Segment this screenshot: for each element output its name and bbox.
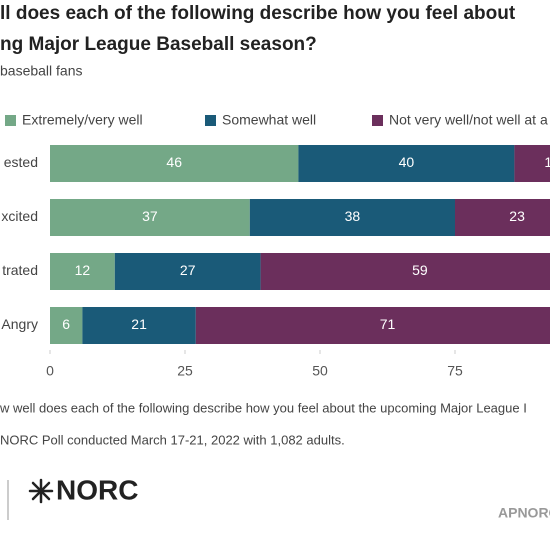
logo-star <box>28 478 54 504</box>
bar-segment <box>50 145 299 182</box>
value-label: 14 <box>544 154 550 170</box>
bar-segment <box>260 253 550 290</box>
value-label: 46 <box>166 154 182 170</box>
bar-segment <box>195 307 550 344</box>
bar-segment <box>514 145 550 182</box>
value-label: 21 <box>131 316 147 332</box>
bar-segment <box>50 199 250 236</box>
bar-segment <box>298 145 515 182</box>
legend-swatch <box>372 115 383 126</box>
chart-subtitle: baseball fans <box>0 63 83 79</box>
legend-label: Somewhat well <box>222 112 316 128</box>
bar-segment <box>249 199 455 236</box>
value-label: 23 <box>509 208 525 224</box>
legend-swatch <box>5 115 16 126</box>
logo-text: NORC <box>56 474 138 505</box>
legend-label: Not very well/not well at a <box>389 112 548 128</box>
legend-label: Extremely/very well <box>22 112 143 128</box>
legend-swatch <box>205 115 216 126</box>
value-label: 59 <box>412 262 428 278</box>
category-label: ested <box>4 154 38 170</box>
value-label: 12 <box>75 262 91 278</box>
bar-segment <box>50 253 115 290</box>
x-tick-label: 0 <box>46 363 54 379</box>
footnote: w well does each of the following descri… <box>0 400 527 415</box>
category-label: xcited <box>1 208 38 224</box>
value-label: 6 <box>62 316 70 332</box>
chart-title: ll does each of the following describe h… <box>0 3 516 24</box>
bar-segment <box>50 307 83 344</box>
value-label: 37 <box>142 208 158 224</box>
x-tick-label: 75 <box>447 363 463 379</box>
bar-segment <box>82 307 196 344</box>
value-label: 71 <box>380 316 396 332</box>
category-label: trated <box>2 262 38 278</box>
source: NORC Poll conducted March 17-21, 2022 wi… <box>0 432 345 447</box>
value-label: 27 <box>180 262 196 278</box>
brand: APNORC <box>498 505 550 521</box>
value-label: 38 <box>345 208 361 224</box>
chart-title-line2: ng Major League Baseball season? <box>0 34 317 55</box>
category-label: Angry <box>1 316 38 332</box>
bar-segment <box>455 199 550 236</box>
value-label: 40 <box>399 154 415 170</box>
x-tick-label: 50 <box>312 363 328 379</box>
bar-segment <box>114 253 261 290</box>
x-tick-label: 25 <box>177 363 193 379</box>
